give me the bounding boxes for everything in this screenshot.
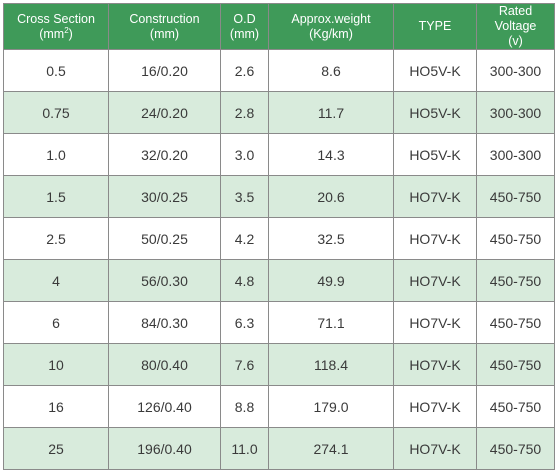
header-type: TYPE (393, 3, 477, 50)
cell-construction: 32/0.20 (108, 133, 221, 176)
cell-approx-weight: 8.6 (268, 49, 394, 92)
cell-type: HO7V-K (393, 259, 477, 302)
cell-type: HO7V-K (393, 385, 477, 428)
header-od-unit: (mm) (229, 26, 260, 41)
table-row: 1.0 32/0.20 3.0 14.3 HO5V-K 300-300 (3, 133, 555, 176)
cell-construction: 126/0.40 (108, 385, 221, 428)
cell-approx-weight: 118.4 (268, 343, 394, 386)
cell-type: HO5V-K (393, 91, 477, 134)
cell-od: 4.2 (220, 217, 269, 260)
cell-construction: 56/0.30 (108, 259, 221, 302)
cell-cross-section: 10 (3, 343, 109, 386)
cell-approx-weight: 274.1 (268, 427, 394, 470)
header-rated-voltage: Rated Voltage (v) (476, 3, 555, 50)
table-row: 6 84/0.30 6.3 71.1 HO7V-K 450-750 (3, 301, 555, 344)
cell-od: 2.6 (220, 49, 269, 92)
table-body: 0.5 16/0.20 2.6 8.6 HO5V-K 300-300 0.75 24/0.20… (3, 49, 555, 470)
table-row: 25 196/0.40 11.0 274.1 HO7V-K 450-750 (3, 427, 555, 470)
header-rated-voltage-unit: (v) (508, 34, 523, 48)
header-construction: Construction (mm) (108, 3, 221, 50)
table-row: 1.5 30/0.25 3.5 20.6 HO7V-K 450-750 (3, 175, 555, 218)
header-cross-section-line1: Cross Section (17, 11, 95, 26)
cell-od: 2.8 (220, 91, 269, 134)
cable-spec-sheet: Cross Section (mm2) Construction (mm) O.… (3, 3, 555, 470)
cell-rated-voltage: 300-300 (476, 91, 555, 134)
cell-od: 11.0 (220, 427, 269, 470)
cell-construction: 24/0.20 (108, 91, 221, 134)
cell-rated-voltage: 300-300 (476, 133, 555, 176)
cell-cross-section: 2.5 (3, 217, 109, 260)
cell-cross-section: 4 (3, 259, 109, 302)
cell-od: 8.8 (220, 385, 269, 428)
header-od-line1: O.D (233, 11, 256, 26)
cell-approx-weight: 11.7 (268, 91, 394, 134)
cell-type: HO5V-K (393, 49, 477, 92)
cell-approx-weight: 49.9 (268, 259, 394, 302)
cell-rated-voltage: 450-750 (476, 259, 555, 302)
cell-approx-weight: 20.6 (268, 175, 394, 218)
cell-cross-section: 1.5 (3, 175, 109, 218)
cell-type: HO7V-K (393, 343, 477, 386)
table-row: 4 56/0.30 4.8 49.9 HO7V-K 450-750 (3, 259, 555, 302)
header-rated-voltage-line1: Rated Voltage (494, 4, 537, 33)
cell-approx-weight: 14.3 (268, 133, 394, 176)
cell-rated-voltage: 450-750 (476, 301, 555, 344)
header-row: Cross Section (mm2) Construction (mm) O.… (3, 3, 555, 50)
cell-construction: 80/0.40 (108, 343, 221, 386)
cell-approx-weight: 179.0 (268, 385, 394, 428)
header-construction-unit: (mm) (149, 26, 180, 41)
cell-rated-voltage: 450-750 (476, 385, 555, 428)
cell-cross-section: 1.0 (3, 133, 109, 176)
header-approx-weight-unit: (Kg/km) (309, 26, 353, 41)
header-type-line1: TYPE (418, 19, 452, 33)
header-cross-section-unit-sup: 2 (64, 25, 69, 35)
cell-cross-section: 0.75 (3, 91, 109, 134)
cell-approx-weight: 71.1 (268, 301, 394, 344)
cell-od: 3.0 (220, 133, 269, 176)
header-cross-section: Cross Section (mm2) (3, 3, 109, 50)
header-od: O.D (mm) (220, 3, 269, 50)
cell-od: 3.5 (220, 175, 269, 218)
cable-spec-table: Cross Section (mm2) Construction (mm) O.… (3, 3, 555, 470)
header-approx-weight-line1: Approx.weight (291, 11, 371, 26)
table-row: 16 126/0.40 8.8 179.0 HO7V-K 450-750 (3, 385, 555, 428)
cell-approx-weight: 32.5 (268, 217, 394, 260)
cell-rated-voltage: 450-750 (476, 175, 555, 218)
header-construction-line1: Construction (129, 11, 200, 26)
table-row: 2.5 50/0.25 4.2 32.5 HO7V-K 450-750 (3, 217, 555, 260)
cell-construction: 84/0.30 (108, 301, 221, 344)
cell-cross-section: 16 (3, 385, 109, 428)
table-row: 0.75 24/0.20 2.8 11.7 HO5V-K 300-300 (3, 91, 555, 134)
cell-type: HO7V-K (393, 217, 477, 260)
header-cross-section-unit: (mm2) (4, 25, 108, 42)
cell-od: 7.6 (220, 343, 269, 386)
cell-construction: 30/0.25 (108, 175, 221, 218)
table-row: 0.5 16/0.20 2.6 8.6 HO5V-K 300-300 (3, 49, 555, 92)
cell-od: 6.3 (220, 301, 269, 344)
cell-construction: 196/0.40 (108, 427, 221, 470)
header-cross-section-unit-pre: (mm (39, 26, 65, 41)
cell-od: 4.8 (220, 259, 269, 302)
cell-type: HO7V-K (393, 175, 477, 218)
header-cross-section-unit-post: ) (68, 26, 73, 41)
cell-rated-voltage: 450-750 (476, 427, 555, 470)
cell-construction: 16/0.20 (108, 49, 221, 92)
cell-cross-section: 0.5 (3, 49, 109, 92)
cell-rated-voltage: 450-750 (476, 217, 555, 260)
cell-rated-voltage: 300-300 (476, 49, 555, 92)
cell-cross-section: 6 (3, 301, 109, 344)
cell-construction: 50/0.25 (108, 217, 221, 260)
table-row: 10 80/0.40 7.6 118.4 HO7V-K 450-750 (3, 343, 555, 386)
cell-type: HO7V-K (393, 427, 477, 470)
cell-cross-section: 25 (3, 427, 109, 470)
cell-type: HO7V-K (393, 301, 477, 344)
header-approx-weight: Approx.weight (Kg/km) (268, 3, 394, 50)
cell-type: HO5V-K (393, 133, 477, 176)
cell-rated-voltage: 450-750 (476, 343, 555, 386)
